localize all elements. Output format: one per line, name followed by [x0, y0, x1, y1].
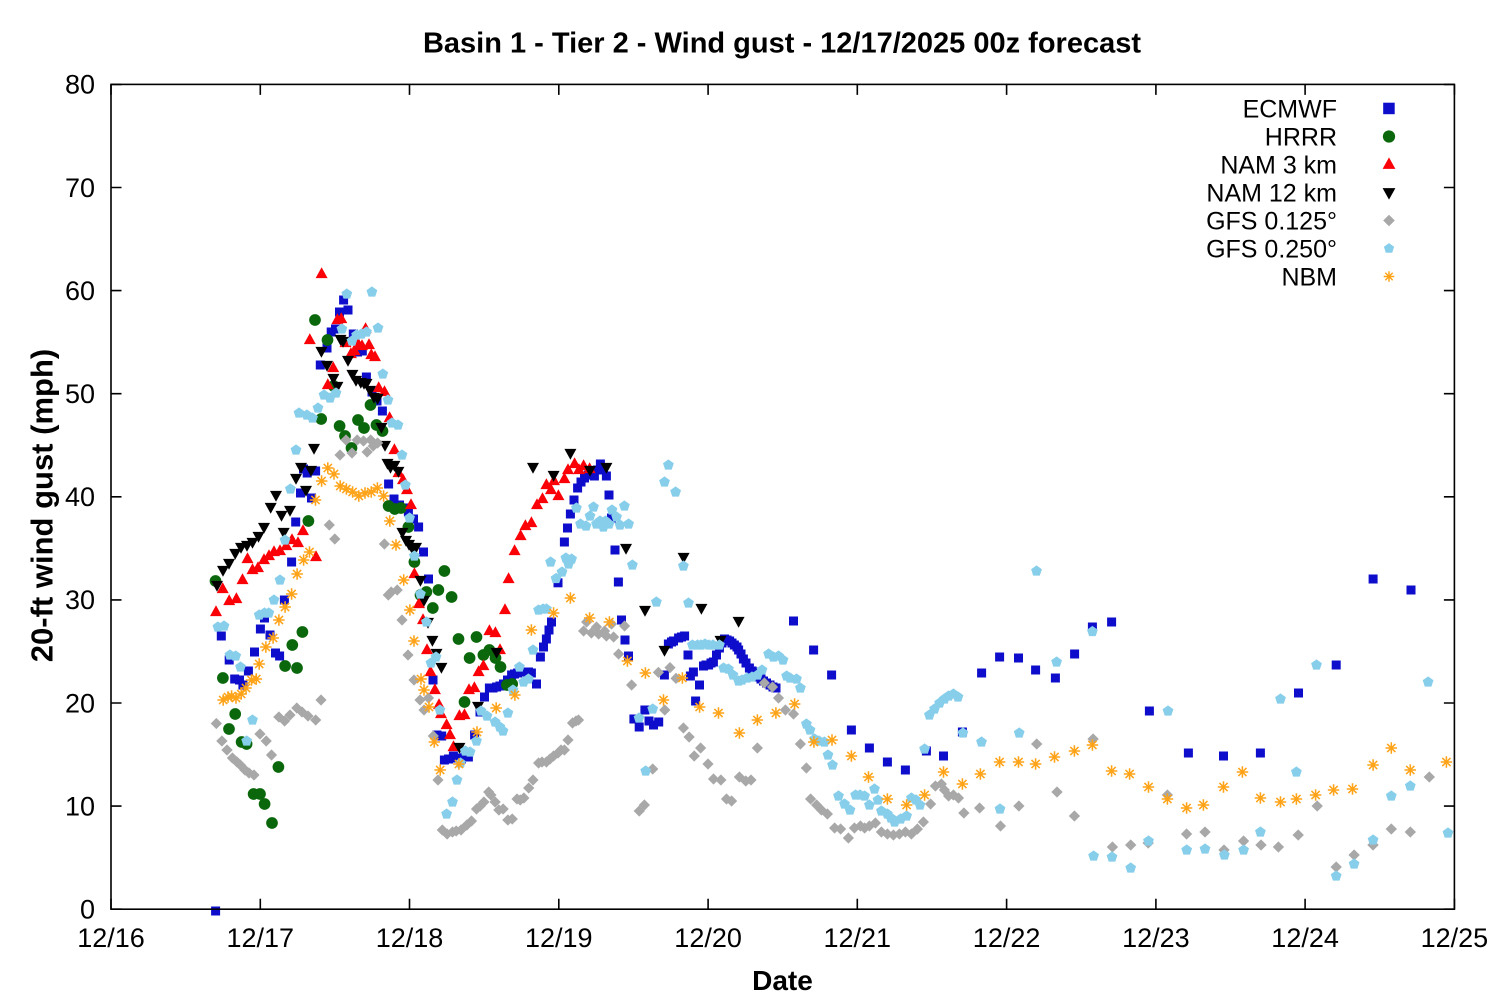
- svg-text:Date: Date: [752, 965, 813, 996]
- svg-text:12/19: 12/19: [525, 923, 593, 953]
- svg-text:NAM 12 km: NAM 12 km: [1206, 180, 1337, 208]
- svg-text:60: 60: [65, 276, 95, 306]
- svg-text:0: 0: [80, 895, 95, 925]
- svg-text:12/24: 12/24: [1271, 923, 1339, 953]
- svg-text:12/20: 12/20: [674, 923, 742, 953]
- svg-text:50: 50: [65, 379, 95, 409]
- svg-text:80: 80: [65, 70, 95, 100]
- svg-text:GFS 0.250°: GFS 0.250°: [1206, 236, 1337, 264]
- svg-text:GFS 0.125°: GFS 0.125°: [1206, 208, 1337, 236]
- svg-text:12/25: 12/25: [1421, 923, 1489, 953]
- svg-text:HRRR: HRRR: [1265, 124, 1337, 152]
- svg-text:20: 20: [65, 688, 95, 718]
- svg-text:10: 10: [65, 791, 95, 821]
- svg-text:12/21: 12/21: [824, 923, 892, 953]
- svg-text:40: 40: [65, 482, 95, 512]
- svg-text:12/18: 12/18: [376, 923, 444, 953]
- svg-text:30: 30: [65, 585, 95, 615]
- svg-text:Basin 1 - Tier 2 - Wind gust -: Basin 1 - Tier 2 - Wind gust - 12/17/202…: [423, 28, 1141, 60]
- svg-text:12/23: 12/23: [1122, 923, 1190, 953]
- svg-text:12/16: 12/16: [77, 923, 145, 953]
- svg-text:70: 70: [65, 173, 95, 203]
- svg-text:12/17: 12/17: [227, 923, 295, 953]
- svg-text:ECMWF: ECMWF: [1243, 96, 1337, 124]
- svg-text:NBM: NBM: [1281, 264, 1337, 292]
- svg-text:NAM 3 km: NAM 3 km: [1220, 152, 1337, 180]
- svg-text:20-ft wind gust (mph): 20-ft wind gust (mph): [25, 349, 60, 662]
- svg-text:12/22: 12/22: [973, 923, 1041, 953]
